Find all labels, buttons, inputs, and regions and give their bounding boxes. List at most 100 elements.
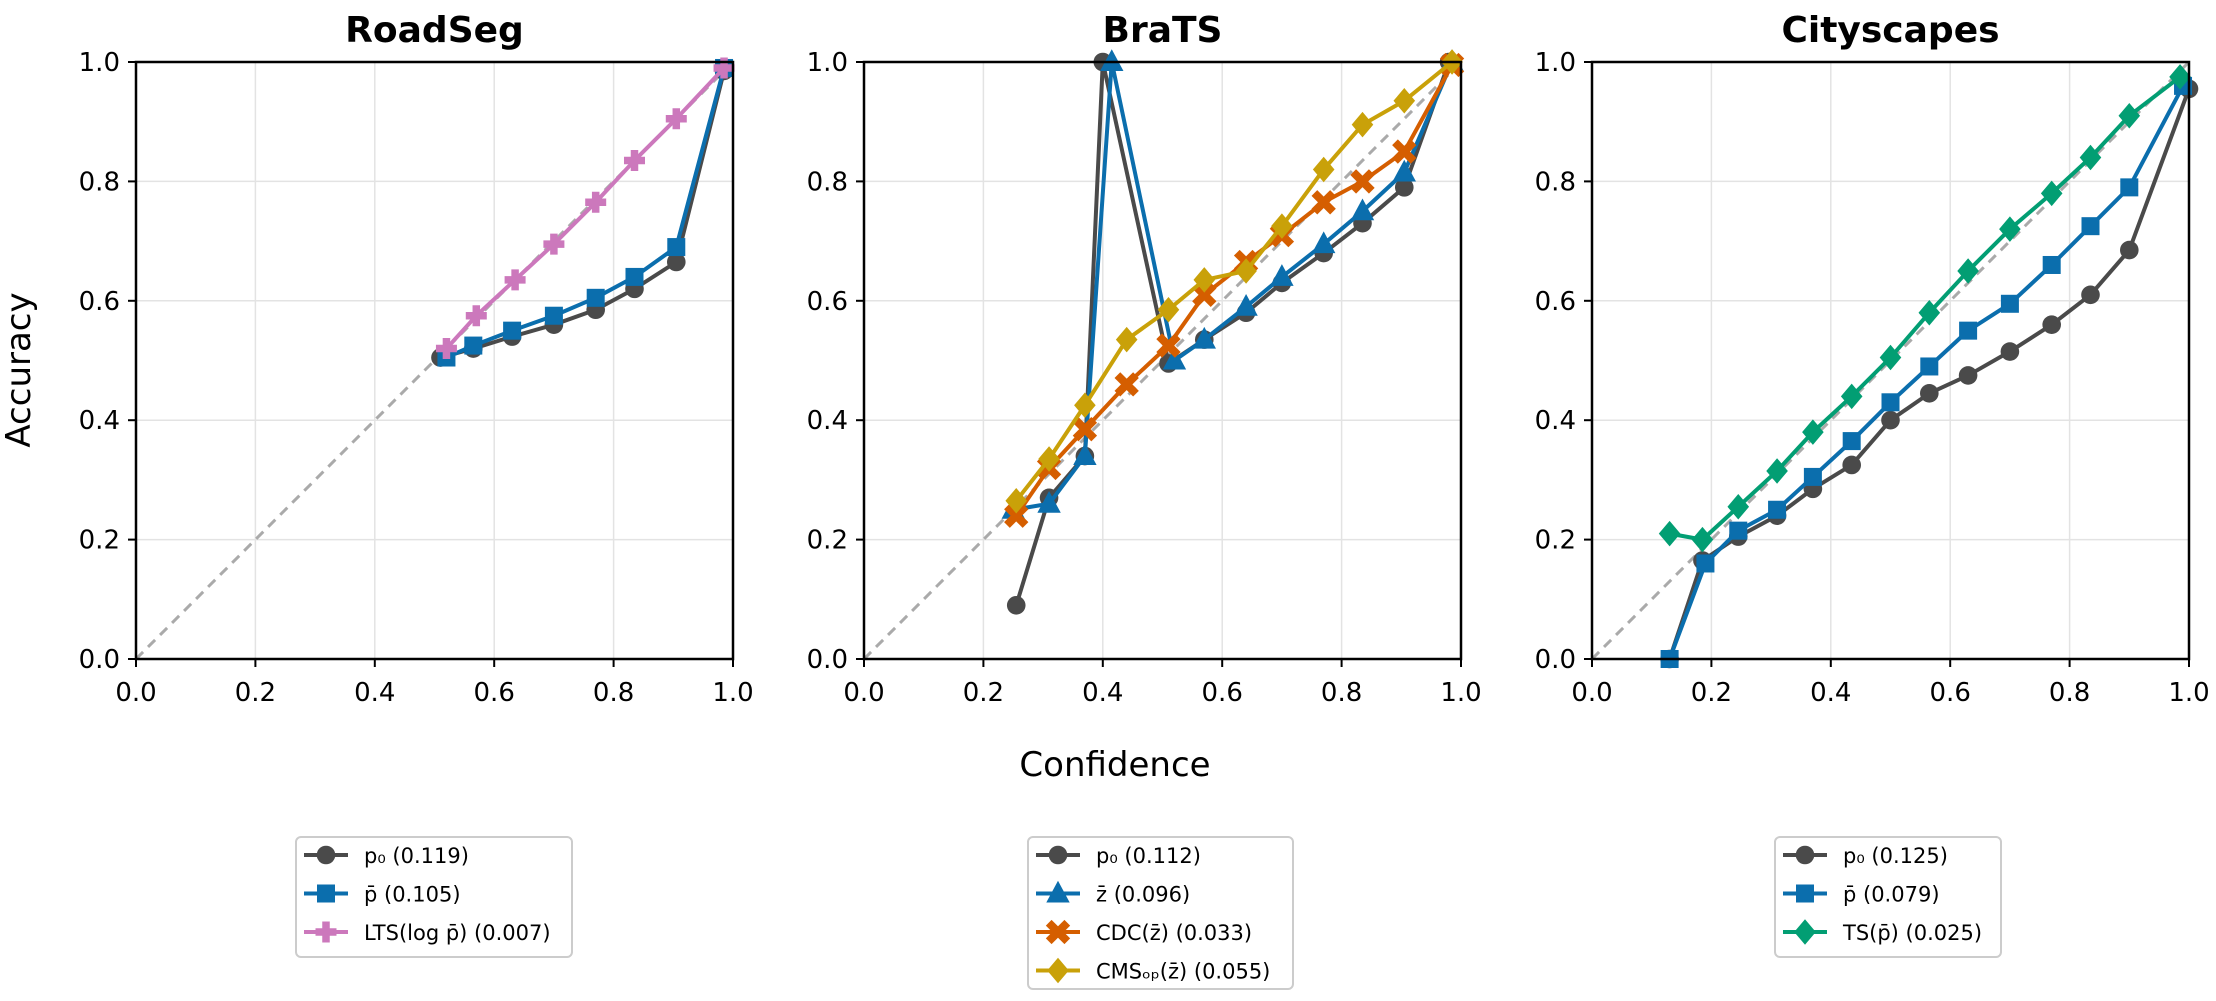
data-point	[1803, 467, 1822, 486]
data-point	[1006, 595, 1026, 615]
y-tick-label: 0.0	[79, 645, 120, 675]
figure-xlabel: Confidence	[1019, 745, 1210, 785]
data-point	[1881, 410, 1900, 430]
data-point	[1235, 258, 1257, 284]
legend-label-1: p̄ (0.105)	[364, 883, 461, 907]
y-tick-label: 0.2	[1535, 526, 1576, 556]
data-point	[435, 338, 457, 360]
x-tick-label: 1.0	[712, 678, 753, 708]
data-point	[1270, 264, 1294, 286]
y-tick-label: 0.8	[1535, 167, 1576, 197]
x-tick-label: 0.2	[235, 678, 276, 708]
legend-marker-0	[316, 845, 336, 865]
data-point	[1072, 416, 1098, 442]
data-point	[665, 108, 687, 130]
x-tick-label: 0.8	[593, 678, 634, 708]
y-tick-label: 0.8	[79, 167, 120, 197]
legend-label-0: p₀ (0.112)	[1096, 844, 1201, 868]
data-point	[585, 191, 607, 213]
data-point	[1881, 393, 1900, 412]
data-point	[1234, 294, 1258, 316]
x-tick-label: 0.8	[2049, 678, 2090, 708]
data-point	[1350, 198, 1375, 221]
legend-marker-0	[1795, 845, 1815, 865]
data-point	[1005, 488, 1028, 514]
data-point	[2081, 285, 2100, 305]
data-point	[1696, 554, 1715, 573]
legend-marker-1	[317, 884, 335, 903]
series-line-2	[444, 66, 726, 350]
data-point	[465, 305, 487, 327]
y-tick-label: 1.0	[79, 48, 120, 78]
y-tick-label: 0.0	[1535, 645, 1576, 675]
data-point	[1038, 446, 1060, 472]
perfect-calibration-line	[862, 60, 1463, 661]
legend-box	[1774, 836, 2002, 958]
chart-panel-1: 0.0 0.2 0.4 0.6 0.8 1.0 0.0 0.2 0.4 0.6 0.8 1.0 BraT…	[807, 10, 1482, 990]
y-tick-label: 1.0	[807, 48, 848, 78]
data-point	[1074, 392, 1096, 419]
data-point	[2081, 217, 2100, 236]
data-point	[1311, 231, 1336, 254]
data-point	[1840, 383, 1863, 410]
data-point	[1100, 49, 1124, 71]
y-tick-label: 0.4	[807, 406, 848, 436]
y-tick-label: 0.8	[807, 167, 848, 197]
data-point	[1842, 432, 1861, 451]
legend-marker-1	[1796, 884, 1814, 903]
data-point	[1073, 443, 1097, 466]
chart-title: Cityscapes	[1781, 10, 1999, 51]
data-point	[1192, 282, 1217, 307]
legend-label-1: z̄ (0.096)	[1096, 883, 1190, 907]
data-point	[543, 233, 565, 255]
data-point	[1114, 372, 1139, 397]
data-point	[1658, 520, 1681, 547]
data-point	[586, 288, 605, 307]
legend-marker-0	[1048, 845, 1068, 865]
y-tick-label: 0.2	[79, 526, 120, 556]
legend-box	[295, 836, 573, 958]
legend-box	[1027, 836, 1294, 990]
chart-title: BraTS	[1103, 10, 1223, 51]
data-point	[1156, 333, 1181, 358]
x-tick-label: 1.0	[2168, 678, 2209, 708]
y-tick-label: 0.4	[79, 406, 120, 436]
data-point	[2042, 315, 2061, 334]
data-point	[1768, 500, 1787, 519]
x-tick-label: 0.0	[843, 678, 884, 708]
x-tick-label: 0.6	[474, 678, 515, 708]
x-tick-label: 0.4	[1082, 678, 1123, 708]
y-tick-label: 0.2	[807, 526, 848, 556]
x-tick-label: 0.2	[963, 678, 1004, 708]
data-point	[1691, 526, 1714, 553]
legend-label-0: p₀ (0.125)	[1843, 844, 1948, 868]
x-tick-label: 0.4	[354, 678, 395, 708]
data-point	[2118, 102, 2141, 129]
legend: p₀ (0.112) z̄ (0.096) CDC(z̄) (0.033) CMSₒₚ…	[1027, 836, 1294, 990]
y-tick-label: 0.6	[79, 287, 120, 317]
x-tick-label: 0.0	[115, 678, 156, 708]
data-point	[1958, 366, 1978, 385]
y-tick-label: 0.0	[807, 645, 848, 675]
chart-panel-2: 0.0 0.2 0.4 0.6 0.8 1.0 0.0 0.2 0.4 0.6 0.8 1.0 City…	[1535, 10, 2210, 958]
data-point	[1004, 503, 1029, 528]
data-point	[2040, 180, 2063, 207]
x-tick-label: 1.0	[1440, 678, 1481, 708]
data-point	[1959, 321, 1978, 340]
x-tick-label: 0.4	[1810, 678, 1851, 708]
data-point	[544, 306, 563, 325]
data-point	[1920, 357, 1939, 376]
axes-frame	[1590, 60, 2191, 661]
x-tick-label: 0.0	[1571, 678, 1612, 708]
legend-label-1: p̄ (0.079)	[1843, 883, 1940, 907]
legend-marker-2	[315, 921, 337, 943]
legend-label-0: p₀ (0.119)	[364, 844, 469, 868]
data-point	[1115, 326, 1138, 353]
data-point	[625, 267, 644, 286]
x-tick-label: 0.6	[1930, 678, 1971, 708]
data-point	[1842, 455, 1861, 475]
data-point	[1271, 213, 1293, 239]
data-point	[667, 238, 686, 257]
chart-panel-0: 0.0 0.2 0.4 0.6 0.8 1.0 0.0 0.2 0.4 0.6 0.8 1.0 Road…	[79, 10, 754, 958]
